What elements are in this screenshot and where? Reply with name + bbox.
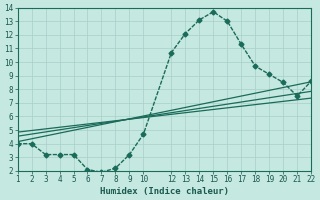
X-axis label: Humidex (Indice chaleur): Humidex (Indice chaleur): [100, 187, 229, 196]
